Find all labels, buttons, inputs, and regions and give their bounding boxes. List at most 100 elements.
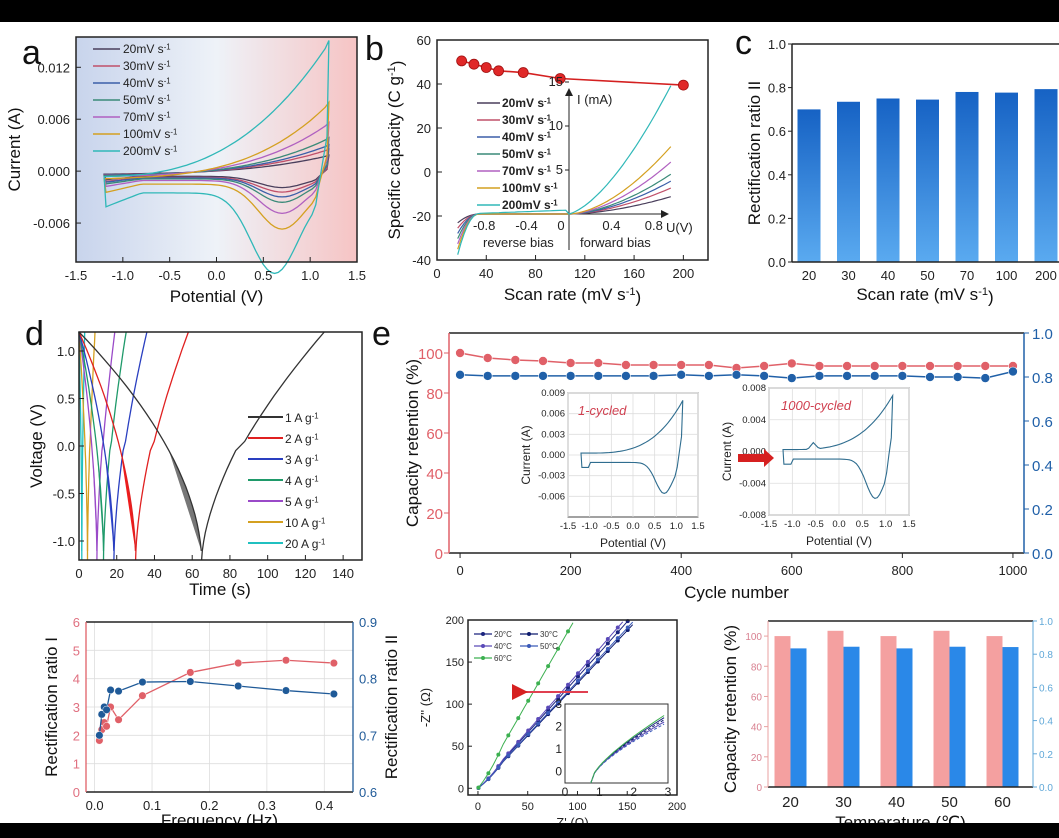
inset-y-tick-label: 15: [549, 74, 563, 89]
ratio-point: [114, 715, 123, 724]
y-tick-label: 100: [446, 699, 464, 711]
ratio-point: [234, 659, 243, 668]
gcd-discharge-curve: [78, 331, 137, 551]
nyquist-point: [585, 663, 590, 668]
x-tick-label: 50: [920, 268, 934, 283]
gcd-discharge-curve: [78, 331, 98, 551]
cycle-point: [952, 372, 963, 382]
nyquist-point: [575, 674, 580, 679]
inset-y-axis-label: Current (A): [519, 425, 533, 484]
nyquist-point: [595, 657, 600, 662]
x-tick-label: 600: [781, 563, 803, 578]
nyquist-point: [595, 648, 600, 653]
cv-curve-100mVs: [103, 100, 330, 230]
inset-x-tick-label: 1.5: [691, 521, 704, 532]
inset-x-tick-label: 1.5: [902, 519, 915, 530]
discharge-fill: [168, 450, 202, 551]
ratio-point: [329, 659, 338, 668]
x-tick-label: 200: [668, 801, 686, 813]
nyquist-point: [516, 739, 521, 744]
legend-label: 2 A g-1: [285, 432, 319, 446]
x-axis-label: Scan rate (mV s-1): [856, 285, 993, 307]
nyquist-point: [516, 742, 521, 747]
y-left-tick-label: 6: [73, 615, 80, 630]
bar-ratio-60: [1002, 647, 1019, 787]
legend-marker: [481, 632, 485, 636]
cycle-point: [538, 356, 548, 366]
y-axis-label: -Z'' (Ω): [418, 688, 433, 727]
x-tick-label: 100: [257, 566, 279, 581]
inset-legend-label: 100mV s-1: [502, 181, 558, 195]
forward-bias-label: forward bias: [580, 235, 651, 250]
cv-curve-200mVs: [103, 40, 330, 275]
panel-e: e 0 200 400 600 800 1000 0 20 40 60 80 100 0.0 0.2 0.4 0…: [372, 315, 1053, 602]
cycle-point: [593, 358, 604, 368]
cycle-point: [952, 361, 963, 371]
y-left-tick-label: 0: [435, 546, 443, 563]
ratio-point: [329, 689, 338, 699]
nyquist-point: [556, 646, 561, 651]
x-tick-label: 800: [892, 563, 914, 578]
panel-label-c: c: [735, 24, 752, 62]
y-right-tick-label: 0.8: [1039, 650, 1053, 661]
gcd-discharge-curve: [78, 331, 115, 551]
cycle-point: [455, 348, 465, 358]
nyquist-point: [556, 700, 561, 705]
y-left-tick-label: 3: [73, 700, 80, 715]
capacity-point: [456, 55, 468, 67]
inset-y-tick-label: 0.008: [742, 383, 766, 394]
inset-y-tick-label: -0.003: [538, 471, 565, 482]
x-tick-label: 50: [522, 801, 534, 813]
bar-ratio-30: [843, 646, 860, 787]
x-tick-label: -1.5: [65, 268, 87, 283]
y-left-tick-label: 1: [73, 757, 80, 772]
cycle-point: [814, 371, 825, 381]
bottom-black-bar: [0, 823, 1059, 838]
y-tick-label: 200: [446, 615, 464, 627]
gcd-charge-curve: [86, 331, 96, 560]
y-right-tick-label: 0.8: [359, 672, 377, 687]
inset-x-tick-label: 0.0: [626, 521, 639, 532]
y-tick-label: 0.6: [768, 124, 786, 139]
y-axis-label: Specific capacity (C g-1): [385, 61, 407, 240]
y-left-tick-label: 20: [751, 753, 763, 764]
nyquist-point: [526, 698, 531, 703]
nyquist-point: [486, 777, 491, 782]
cycle-point: [786, 358, 797, 369]
x-tick-label: 40: [888, 794, 905, 811]
cycle-point: [842, 371, 852, 381]
legend-label: 1 A g-1: [285, 411, 319, 425]
nyquist-point: [516, 716, 521, 721]
x-tick-label: 0.0: [207, 268, 225, 283]
y-left-tick-label: 100: [745, 632, 762, 643]
x-tick-label: 0.2: [200, 798, 218, 813]
x-tick-label: 0.3: [258, 798, 276, 813]
panel-label-e: e: [372, 315, 391, 353]
cycle-point: [925, 361, 935, 371]
cycle-point: [759, 361, 769, 371]
x-tick-label: 200: [1035, 268, 1057, 283]
y-right-tick-label: 0.4: [1039, 717, 1053, 728]
x-tick-label: -1.0: [112, 268, 134, 283]
capacity-point: [517, 67, 529, 78]
gcd-charge-curve: [102, 331, 127, 561]
legend-marker: [527, 632, 531, 636]
nyquist-point: [605, 646, 610, 651]
nyquist-point: [526, 732, 531, 737]
y-right-axis-label: Rectification ratio II: [382, 635, 401, 780]
ratio-point: [281, 686, 291, 695]
inset-x-tick-label: -1.5: [761, 519, 777, 530]
y-tick-label: -0.5: [53, 487, 75, 502]
legend-label: 50°C: [540, 642, 558, 651]
x-tick-label: 1000: [998, 563, 1027, 578]
legend-label: 3 A g-1: [285, 453, 319, 467]
x-tick-label: 150: [618, 801, 636, 813]
y-right-tick-label: 0.4: [1032, 458, 1053, 475]
cycle-point: [565, 371, 576, 381]
y-right-tick-label: 0.0: [1039, 783, 1053, 794]
bar-30: [837, 101, 860, 263]
inset-x-tick-label: -1.0: [581, 521, 597, 532]
discharge-fill: [97, 450, 104, 551]
ratio-line: [98, 659, 334, 741]
cycle-point: [980, 373, 991, 383]
